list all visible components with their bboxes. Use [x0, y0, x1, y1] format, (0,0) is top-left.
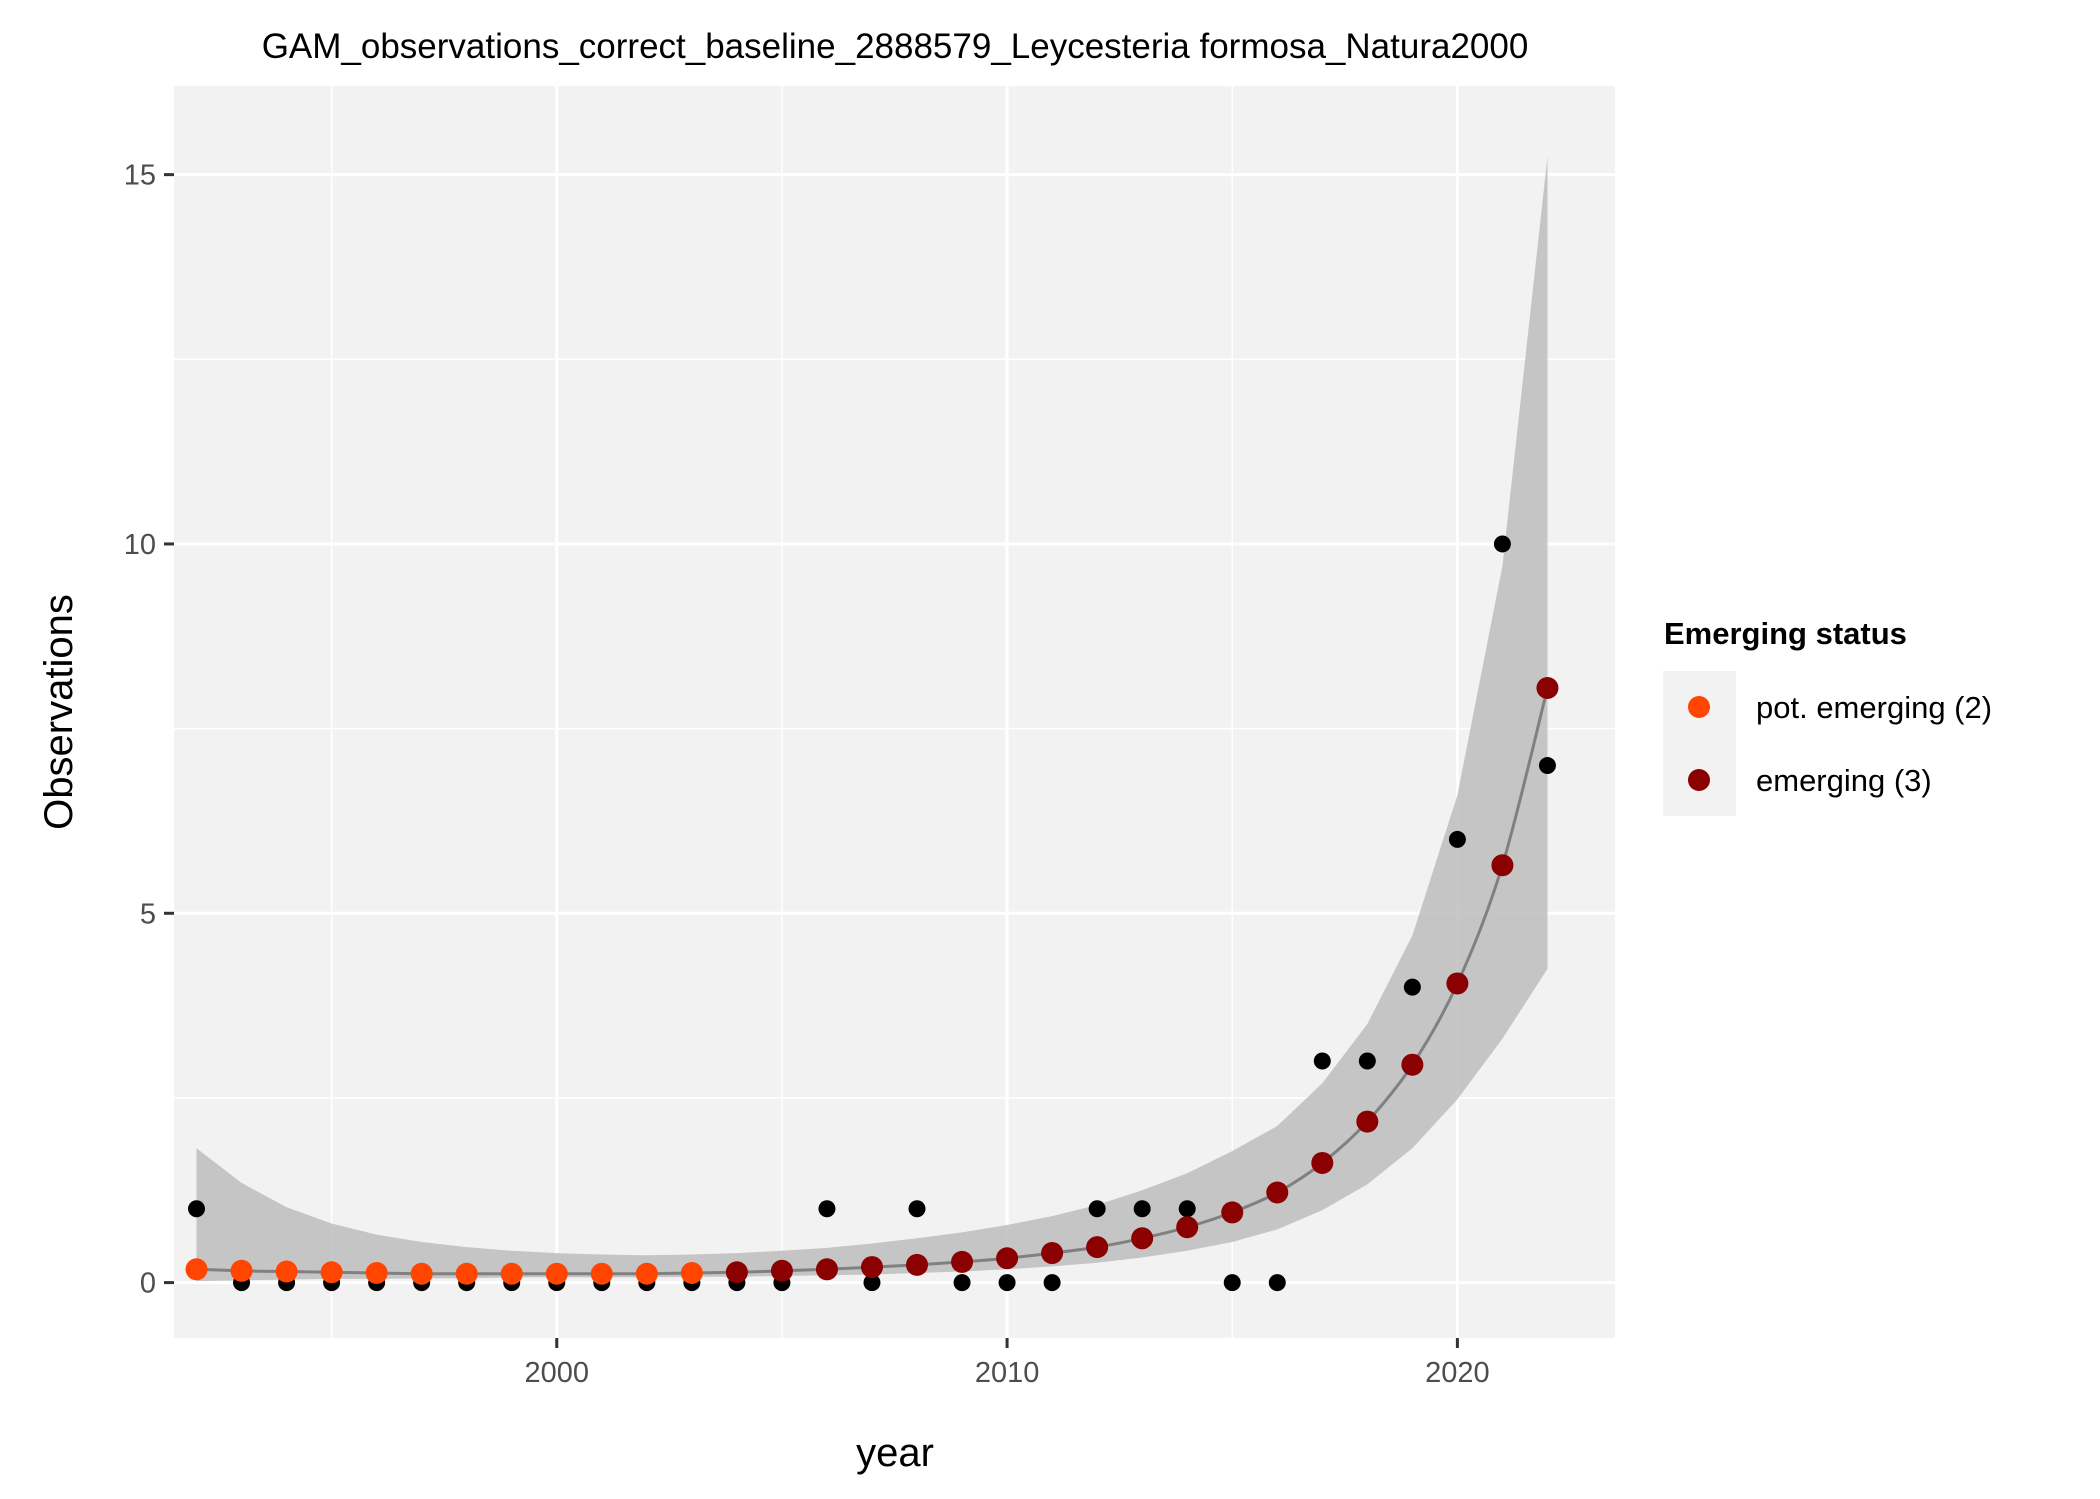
- observed-point-2017: [1313, 1052, 1331, 1070]
- legend-label-pot-emerging: pot. emerging (2): [1756, 690, 1992, 725]
- emerging-point-2005: [770, 1259, 793, 1282]
- emerging-point-2018: [1356, 1110, 1379, 1133]
- emerging-point-2004: [725, 1261, 748, 1284]
- pot-emerging-point-1995: [320, 1261, 343, 1284]
- legend-title: Emerging status: [1664, 616, 1907, 651]
- emerging-point-2010: [996, 1247, 1019, 1270]
- observed-point-2018: [1358, 1052, 1376, 1070]
- observed-point-2014: [1178, 1200, 1196, 1218]
- observed-point-2011: [1043, 1274, 1061, 1292]
- legend-key-bg: [1663, 671, 1736, 816]
- observed-point-2019: [1403, 978, 1421, 996]
- y-tick-label-10: 10: [124, 529, 156, 561]
- legend-key-emerging: [1688, 769, 1710, 791]
- status-points: [185, 676, 1559, 1285]
- observed-point-2020: [1448, 830, 1466, 848]
- x-axis-title: year: [856, 1431, 934, 1475]
- grid-minor: [174, 86, 1615, 1338]
- pot-emerging-point-1994: [275, 1260, 298, 1283]
- pot-emerging-point-2000: [545, 1262, 568, 1285]
- emerging-point-2013: [1131, 1227, 1154, 1250]
- y-axis-title: Observations: [37, 594, 81, 830]
- emerging-point-2016: [1266, 1181, 1289, 1204]
- emerging-point-2012: [1086, 1236, 1109, 1259]
- pot-emerging-point-1998: [455, 1262, 478, 1285]
- observed-point-2015: [1223, 1274, 1241, 1292]
- observed-point-1992: [188, 1200, 206, 1218]
- observed-point-2016: [1268, 1274, 1286, 1292]
- y-tick-label-0: 0: [140, 1268, 156, 1300]
- legend-key-pot-emerging: [1688, 696, 1710, 718]
- emerging-point-2017: [1311, 1151, 1334, 1174]
- pot-emerging-point-1996: [365, 1261, 388, 1284]
- chart-title: GAM_observations_correct_baseline_288857…: [262, 27, 1529, 66]
- y-tick-label-5: 5: [140, 898, 156, 930]
- emerging-point-2007: [860, 1256, 883, 1279]
- observed-point-2006: [818, 1200, 836, 1218]
- emerging-point-2015: [1221, 1201, 1244, 1224]
- observed-point-2010: [998, 1274, 1016, 1292]
- legend-label-emerging: emerging (3): [1756, 763, 1932, 798]
- grid-major: [174, 86, 1615, 1338]
- observed-point-2013: [1133, 1200, 1151, 1218]
- emerging-point-2008: [906, 1253, 929, 1276]
- x-tick-label-2010: 2010: [975, 1357, 1040, 1389]
- emerging-point-2020: [1446, 972, 1469, 995]
- pot-emerging-point-2002: [635, 1262, 658, 1285]
- observed-point-2012: [1088, 1200, 1106, 1218]
- y-axis: 0 5 10 15: [124, 160, 174, 1300]
- emerging-point-2014: [1176, 1216, 1199, 1239]
- x-axis: 2000 2010 2020: [525, 1338, 1490, 1389]
- pot-emerging-point-1992: [185, 1258, 208, 1281]
- pot-emerging-point-2003: [680, 1261, 703, 1284]
- observed-point-2007: [863, 1274, 881, 1292]
- emerging-point-2009: [951, 1250, 974, 1273]
- observed-point-2009: [953, 1274, 971, 1292]
- pot-emerging-point-2001: [590, 1262, 613, 1285]
- emerging-point-2011: [1041, 1242, 1064, 1265]
- x-tick-label-2000: 2000: [525, 1357, 590, 1389]
- emerging-point-2019: [1401, 1053, 1424, 1076]
- pot-emerging-point-1997: [410, 1262, 433, 1285]
- x-tick-label-2020: 2020: [1425, 1357, 1490, 1389]
- emerging-point-2022: [1536, 676, 1559, 699]
- y-tick-label-15: 15: [124, 160, 156, 192]
- legend: Emerging status pot. emerging (2) emergi…: [1663, 616, 1992, 816]
- emerging-point-2006: [815, 1258, 838, 1281]
- pot-emerging-point-1993: [230, 1259, 253, 1282]
- pot-emerging-point-1999: [500, 1262, 523, 1285]
- emerging-point-2021: [1491, 854, 1514, 877]
- observed-point-2008: [908, 1200, 926, 1218]
- observed-point-2021: [1493, 535, 1511, 553]
- observed-point-2022: [1538, 757, 1556, 775]
